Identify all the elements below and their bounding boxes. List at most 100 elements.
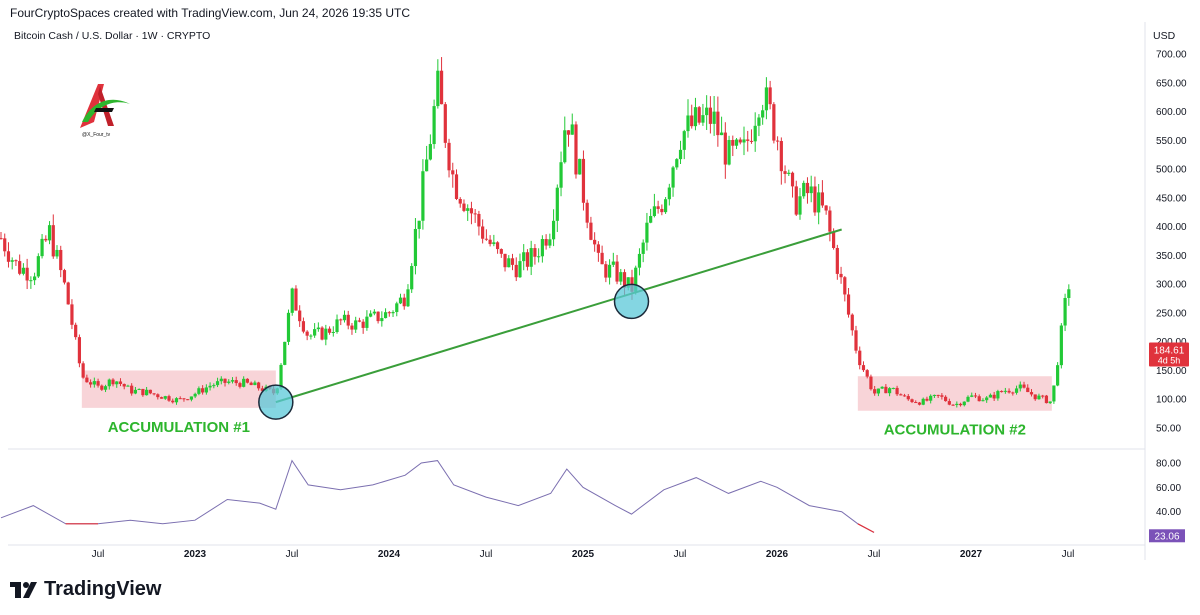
candle xyxy=(660,204,664,216)
candle xyxy=(458,197,462,208)
candle xyxy=(354,316,358,333)
candle-body xyxy=(596,244,600,253)
rsi-value-label: 23.06 xyxy=(1154,531,1179,542)
brand-name: TradingView xyxy=(44,578,162,600)
candle-body xyxy=(764,87,768,111)
candle xyxy=(753,112,757,152)
candle xyxy=(910,398,914,404)
candle-body xyxy=(888,388,892,394)
candle-body xyxy=(469,208,474,214)
candle-body xyxy=(794,186,798,215)
candle xyxy=(559,151,563,197)
candle xyxy=(3,233,7,257)
candle xyxy=(914,400,918,404)
candle-body xyxy=(1063,297,1067,326)
candle-body xyxy=(1033,394,1037,400)
candle xyxy=(775,136,780,151)
candle xyxy=(10,257,14,270)
candle xyxy=(940,393,944,400)
candle xyxy=(1011,391,1015,396)
candle-body xyxy=(171,400,175,403)
candle xyxy=(906,394,910,401)
candle xyxy=(365,310,369,331)
candle xyxy=(925,396,929,402)
candle-body xyxy=(503,253,507,268)
candle xyxy=(589,216,593,241)
candle xyxy=(25,258,29,290)
candle xyxy=(174,397,179,405)
rsi-oversold-segment xyxy=(857,523,875,533)
candle xyxy=(701,103,705,126)
candle xyxy=(473,209,477,223)
symbol-title[interactable]: Bitcoin Cash / U.S. Dollar · 1W · CRYPTO xyxy=(14,30,211,42)
candle xyxy=(454,169,459,201)
candle-body xyxy=(182,398,186,400)
candle xyxy=(749,129,754,144)
candle xyxy=(637,248,642,276)
candle xyxy=(350,323,354,335)
candle xyxy=(447,138,451,178)
candle xyxy=(29,276,33,289)
price-tick-label: 350.00 xyxy=(1156,251,1187,262)
candle-body xyxy=(473,213,477,215)
candle xyxy=(62,268,67,285)
candle xyxy=(891,387,895,390)
candle xyxy=(466,204,470,221)
candle-body xyxy=(835,247,839,274)
candle-body xyxy=(1041,395,1045,397)
candle xyxy=(242,376,246,388)
candle-body xyxy=(458,198,462,204)
candle-body xyxy=(443,104,447,143)
candle-body xyxy=(929,395,933,401)
candle-body xyxy=(294,288,298,311)
candle-body xyxy=(690,115,694,127)
candle xyxy=(398,293,403,305)
candle xyxy=(667,183,671,206)
candle-body xyxy=(783,171,787,174)
candle-body xyxy=(51,225,55,257)
countdown-label: 4d 5h xyxy=(1158,356,1181,366)
candle xyxy=(947,398,951,406)
tradingview-brand[interactable]: TradingView xyxy=(10,578,161,601)
candle-body xyxy=(775,140,780,142)
candle xyxy=(510,253,515,271)
currency-label[interactable]: USD xyxy=(1153,30,1176,42)
last-price-label: 184.61 xyxy=(1154,346,1185,357)
candle-body xyxy=(884,386,888,394)
price-axis: 700.00 650.00 600.00 550.00 500.00 450.00 400.… xyxy=(1156,50,1187,435)
candle xyxy=(201,385,205,395)
candle-body xyxy=(940,395,944,397)
candle xyxy=(451,162,455,188)
candle-body xyxy=(234,380,238,384)
candle-body xyxy=(626,277,630,288)
candle-body xyxy=(249,382,253,386)
candle xyxy=(339,318,343,326)
candle xyxy=(1033,394,1037,401)
candle-body xyxy=(145,389,149,396)
candle xyxy=(249,381,253,386)
candle-body xyxy=(723,132,727,165)
candle xyxy=(182,398,186,402)
candle-body xyxy=(309,335,313,337)
candle xyxy=(731,135,735,157)
price-tick-label: 650.00 xyxy=(1156,78,1187,89)
candle xyxy=(1022,381,1026,389)
candle xyxy=(761,104,765,125)
candle-body xyxy=(970,395,974,397)
candle-body xyxy=(335,319,339,333)
price-panel xyxy=(8,22,1146,560)
candle-body xyxy=(675,159,679,168)
candle-body xyxy=(619,272,623,282)
candle xyxy=(798,187,802,220)
candle xyxy=(227,379,231,385)
candle-body xyxy=(372,311,376,314)
candle xyxy=(932,394,937,398)
candle xyxy=(686,99,690,138)
candle xyxy=(988,393,993,398)
candle xyxy=(74,322,78,340)
candle-body xyxy=(1059,325,1063,366)
candle xyxy=(880,386,884,389)
candle xyxy=(962,401,966,407)
candle-body xyxy=(1029,392,1034,395)
